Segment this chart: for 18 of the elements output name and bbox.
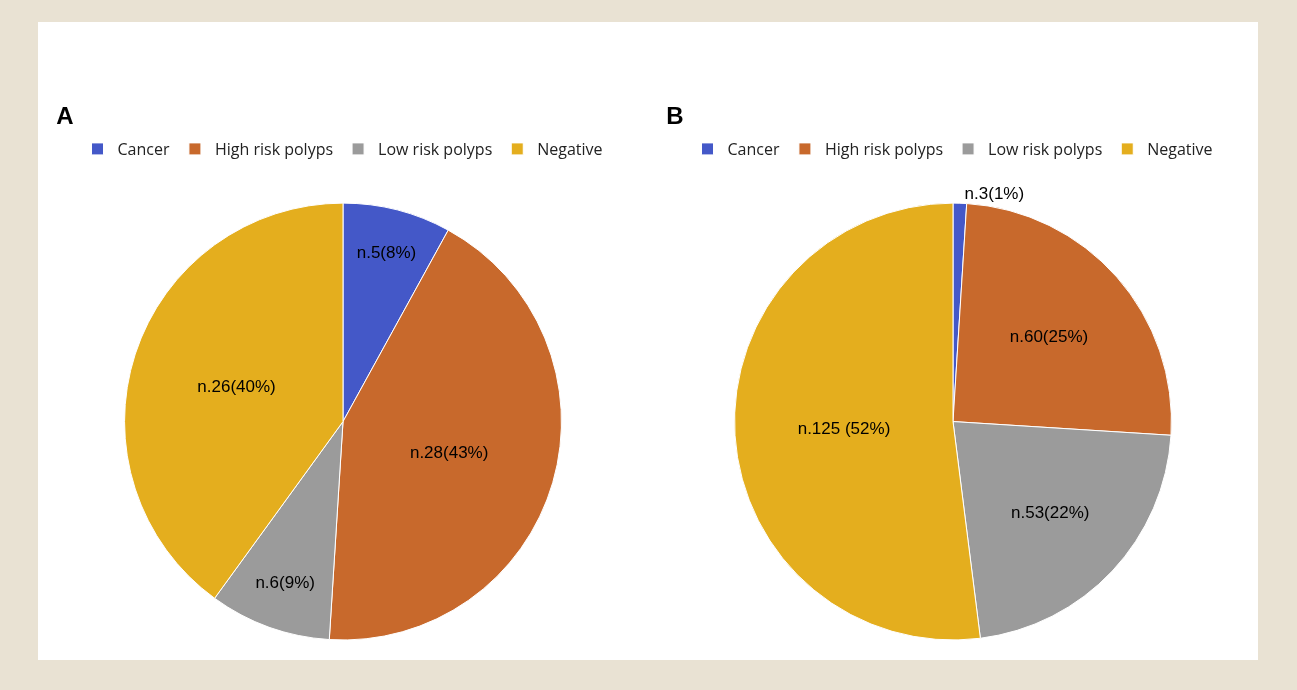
data-label: n.6(9%) [255, 572, 315, 592]
data-label: n.60(25%) [1009, 327, 1089, 347]
data-label: n.26(40%) [197, 377, 276, 397]
legend-label: Negative [537, 138, 603, 161]
data-label: n.3(1%) [964, 184, 1025, 204]
data-label: n.125 (52%) [797, 418, 891, 438]
data-label: n.53(22%) [1011, 503, 1090, 523]
data-label: n.5(8%) [356, 242, 417, 262]
legend-label: Cancer [727, 138, 780, 161]
chart-title: B [666, 102, 684, 130]
legend-label: Low risk polyps [378, 138, 493, 161]
chart-title: A [56, 102, 74, 130]
data-label: n.28(43%) [409, 442, 489, 462]
legend-label: Low risk polyps [988, 138, 1103, 161]
legend-label: Negative [1147, 138, 1213, 161]
legend-label: Cancer [117, 138, 170, 161]
legend-label: High risk polyps [824, 138, 944, 161]
legend-label: High risk polyps [214, 138, 334, 161]
